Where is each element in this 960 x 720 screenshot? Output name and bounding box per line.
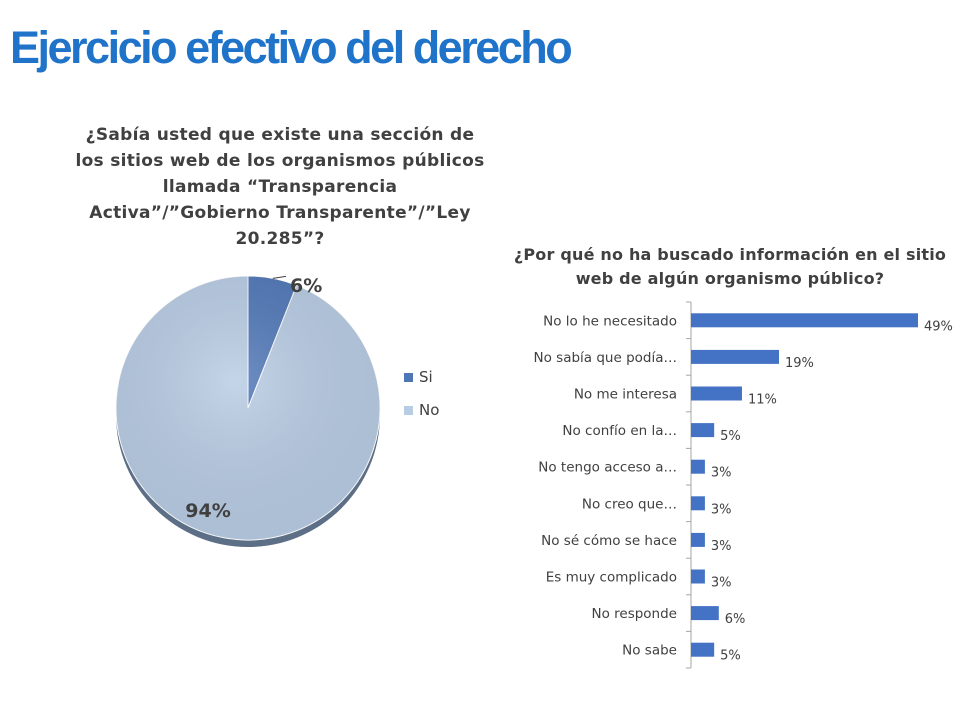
- pie-legend: Si No: [404, 366, 439, 432]
- bar-category-label: No me interesa: [574, 387, 677, 403]
- bar-2: [691, 386, 742, 401]
- bar-data-label: 19%: [785, 356, 814, 371]
- bar-category-label: No creo que…: [582, 496, 677, 512]
- pie-chart-title: ¿Sabía usted que existe una sección de l…: [75, 125, 485, 249]
- bar-category-label: Es muy complicado: [546, 570, 677, 586]
- legend-item-no: No: [404, 399, 439, 421]
- legend-label: Si: [419, 368, 433, 386]
- bar-8: [691, 606, 719, 621]
- pie-label-leader: [272, 275, 287, 279]
- bar-category-label: No sé cómo se hace: [541, 533, 677, 549]
- bar-chart: No lo he necesitado 49% No sabía que podía…: [534, 301, 953, 669]
- bar-data-label: 5%: [720, 649, 741, 664]
- bar-6: [691, 532, 705, 547]
- bar-category-label: No tengo acceso a…: [538, 460, 677, 476]
- bar-data-label: 3%: [711, 502, 732, 517]
- pie-data-label-si: 6%: [290, 275, 322, 297]
- legend-swatch: [404, 372, 413, 382]
- slide-title: Ejercicio efectivo del derecho: [10, 22, 573, 73]
- bar-data-label: 3%: [711, 576, 732, 591]
- bar-5: [691, 496, 705, 511]
- bar-3: [691, 423, 715, 438]
- legend-item-si: Si: [404, 366, 439, 388]
- bar-category-label: No sabía que podía…: [534, 350, 677, 366]
- bar-category-label: No sabe: [622, 643, 677, 659]
- pie-chart: 6% 94%: [115, 275, 381, 547]
- bar-category-label: No lo he necesitado: [543, 313, 677, 329]
- pie-shading: [116, 276, 380, 540]
- pie-data-label-no: 94%: [185, 500, 230, 522]
- bar-data-label: 5%: [720, 429, 741, 444]
- legend-swatch: [404, 405, 413, 415]
- bar-data-label: 3%: [711, 539, 732, 554]
- bar-chart-title: ¿Por qué no ha buscado información en el…: [513, 245, 947, 288]
- bar-data-label: 11%: [748, 393, 777, 408]
- bar-0: [691, 313, 918, 328]
- bar-9: [691, 642, 715, 657]
- bar-category-label: No responde: [591, 606, 677, 622]
- bar-data-label: 49%: [924, 319, 953, 334]
- bar-7: [691, 569, 705, 584]
- legend-label: No: [419, 401, 440, 419]
- bar-data-label: 6%: [725, 612, 746, 627]
- bar-1: [691, 349, 780, 364]
- bar-4: [691, 459, 705, 474]
- bar-category-label: No confío en la…: [562, 423, 677, 439]
- bar-data-label: 3%: [711, 466, 732, 481]
